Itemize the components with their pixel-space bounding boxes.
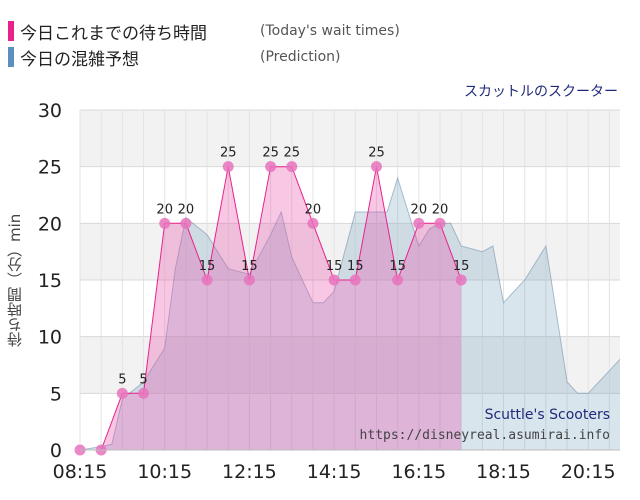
x-tick-label: 18:15 <box>476 461 531 483</box>
data-label: 25 <box>368 146 385 161</box>
prediction-area <box>80 178 620 450</box>
plot-band <box>80 166 620 224</box>
data-label: 15 <box>347 259 364 274</box>
watermark-name: Scuttle's Scooters <box>484 407 610 423</box>
data-label: 20 <box>156 202 173 217</box>
today-point <box>434 217 446 229</box>
x-tick-label: 14:15 <box>307 461 362 483</box>
data-label: 20 <box>432 202 449 217</box>
legend-note-prediction: (Prediction) <box>260 49 341 65</box>
x-tick-label: 20:15 <box>561 461 616 483</box>
y-tick-label: 30 <box>38 100 62 122</box>
y-tick-label: 5 <box>50 383 62 405</box>
legend-item-prediction[interactable]: 今日の混雑予想 (Prediction) <box>8 44 400 70</box>
y-tick-label: 25 <box>38 157 62 179</box>
data-label: 15 <box>199 259 216 274</box>
data-label: 5 <box>139 372 147 387</box>
y-tick-label: 10 <box>38 327 62 349</box>
today-point <box>370 161 382 173</box>
data-label: 20 <box>305 202 322 217</box>
data-label: 15 <box>241 259 258 274</box>
today-point <box>138 387 150 399</box>
prediction-line <box>79 176 621 451</box>
y-axis-label: 待ち時間（分）min <box>6 213 24 347</box>
today-point <box>392 274 404 286</box>
today-point <box>201 274 213 286</box>
legend: 今日これまでの待ち時間 (Today's wait times) 今日の混雑予想… <box>8 18 400 70</box>
legend-note-today: (Today's wait times) <box>260 23 400 39</box>
data-label: 15 <box>389 259 406 274</box>
x-tick-label: 12:15 <box>222 461 277 483</box>
today-point <box>455 274 467 286</box>
today-point <box>243 274 255 286</box>
y-tick-label: 0 <box>50 440 62 462</box>
plot-band <box>80 110 620 167</box>
plot-band <box>80 336 620 394</box>
watermark-url: https://disneyreal.asumirai.info <box>359 428 610 443</box>
legend-item-today[interactable]: 今日これまでの待ち時間 (Today's wait times) <box>8 18 400 44</box>
today-point <box>413 217 425 229</box>
legend-label-today: 今日これまでの待ち時間 <box>20 23 207 44</box>
legend-swatch-prediction <box>8 47 14 67</box>
data-label: 25 <box>220 146 237 161</box>
today-point <box>222 161 234 173</box>
data-label: 20 <box>178 202 195 217</box>
today-point <box>328 274 340 286</box>
today-point <box>265 161 277 173</box>
legend-label-prediction: 今日の混雑予想 <box>20 49 139 70</box>
plot-band <box>80 393 620 450</box>
x-tick-label: 16:15 <box>391 461 446 483</box>
legend-swatch-today <box>8 21 14 41</box>
today-point <box>286 161 298 173</box>
today-point <box>159 217 171 229</box>
today-point <box>349 274 361 286</box>
attraction-name: スカットルのスクーター <box>464 84 618 100</box>
y-tick-label: 15 <box>38 270 62 292</box>
data-label: 15 <box>453 259 470 274</box>
data-label: 25 <box>262 146 279 161</box>
x-tick-label: 08:15 <box>53 461 108 483</box>
today-point <box>116 387 128 399</box>
today-point <box>180 217 192 229</box>
today-area <box>80 166 462 450</box>
data-label: 15 <box>326 259 343 274</box>
y-tick-label: 20 <box>38 213 62 235</box>
data-label: 25 <box>283 146 300 161</box>
x-tick-label: 10:15 <box>137 461 192 483</box>
data-label: 20 <box>411 202 428 217</box>
data-label: 5 <box>118 372 126 387</box>
today-point <box>307 217 319 229</box>
